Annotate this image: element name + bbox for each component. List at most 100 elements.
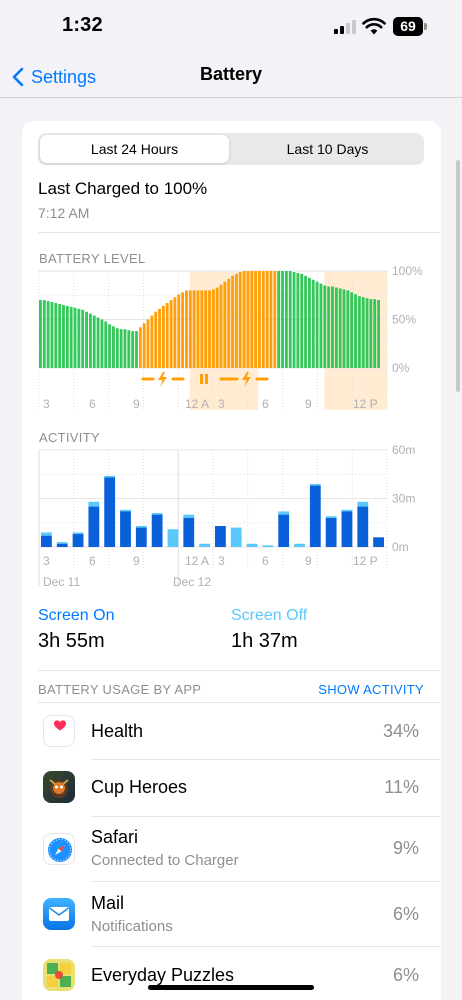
battery-bar bbox=[281, 271, 284, 368]
battery-bar bbox=[69, 306, 73, 368]
y-tick-label: 0% bbox=[392, 361, 410, 375]
battery-bar bbox=[369, 299, 373, 368]
battery-bar bbox=[211, 289, 215, 368]
battery-bar bbox=[284, 271, 288, 368]
app-row-safari[interactable]: Safari Connected to Charger 9% bbox=[22, 817, 441, 881]
battery-bar bbox=[112, 326, 115, 368]
x-tick-label: 9 bbox=[133, 397, 140, 411]
segment-last-10-days[interactable]: Last 10 Days bbox=[286, 141, 369, 157]
app-row-cup-heroes[interactable]: Cup Heroes 11% bbox=[22, 760, 441, 816]
battery-bar bbox=[204, 290, 208, 368]
battery-level-chart: 100% 50% 0% 3 6 9 12 A 3 6 9 12 P bbox=[38, 264, 423, 411]
screen-off-bar bbox=[167, 529, 179, 547]
battery-bar bbox=[307, 277, 311, 368]
last-charged-title: Last Charged to 100% bbox=[38, 179, 208, 198]
battery-bar bbox=[62, 304, 65, 368]
divider bbox=[38, 670, 441, 671]
app-name: Health bbox=[91, 721, 144, 741]
x-tick-label: 9 bbox=[305, 397, 312, 411]
battery-bar bbox=[188, 290, 192, 368]
battery-bar bbox=[131, 331, 135, 368]
battery-bar bbox=[142, 323, 146, 368]
app-percent: 6% bbox=[392, 965, 419, 985]
app-row-mail[interactable]: Mail Notifications 6% bbox=[22, 882, 441, 946]
screen-off-bar bbox=[41, 532, 52, 536]
screen-on-bar bbox=[357, 506, 369, 547]
battery-bar bbox=[181, 292, 185, 368]
segment-last-24-hours[interactable]: Last 24 Hours bbox=[40, 135, 229, 163]
screen-on-bar bbox=[309, 485, 321, 547]
battery-bar bbox=[215, 287, 219, 368]
time-range-segmented-control: Last 24 Hours Last 10 Days bbox=[38, 133, 424, 165]
status-bar: 1:32 69 bbox=[0, 0, 462, 56]
battery-bar bbox=[231, 275, 234, 368]
battery-bar bbox=[161, 305, 165, 368]
divider bbox=[91, 759, 441, 760]
screen-on-bar bbox=[183, 517, 195, 547]
battery-bar bbox=[261, 271, 265, 368]
battery-bar bbox=[100, 319, 104, 368]
screen-off-bar bbox=[246, 543, 258, 547]
battery-bar bbox=[350, 292, 354, 368]
app-row-everyday-puzzles[interactable]: Everyday Puzzles 6% bbox=[22, 947, 441, 1000]
battery-bar bbox=[250, 271, 254, 368]
date-label: Dec 11 bbox=[43, 575, 80, 589]
battery-bar bbox=[46, 301, 50, 368]
home-indicator[interactable] bbox=[148, 985, 314, 990]
battery-status-icon: 69 bbox=[393, 17, 427, 36]
safari-icon bbox=[43, 833, 75, 865]
battery-bar bbox=[238, 271, 242, 368]
scroll-indicator[interactable] bbox=[456, 160, 460, 392]
battery-bar bbox=[311, 279, 315, 368]
battery-bar bbox=[127, 330, 131, 368]
battery-bar bbox=[242, 271, 246, 368]
divider bbox=[38, 232, 441, 233]
screen-on-bar bbox=[151, 514, 163, 547]
screen-off-label: Screen Off bbox=[231, 607, 308, 624]
battery-bar bbox=[58, 303, 62, 368]
screen-on-label: Screen On bbox=[38, 607, 115, 624]
x-tick-label: 12 P bbox=[353, 554, 378, 568]
x-tick-label: 12 P bbox=[353, 397, 378, 411]
back-button[interactable]: Settings bbox=[12, 62, 96, 92]
app-row-health[interactable]: Health 34% bbox=[22, 703, 441, 759]
battery-bar bbox=[292, 271, 296, 368]
battery-bar bbox=[73, 307, 77, 368]
divider bbox=[91, 816, 441, 817]
battery-bar bbox=[357, 296, 361, 368]
battery-usage-header: BATTERY USAGE BY APP bbox=[38, 682, 202, 697]
last-charged-time: 7:12 AM bbox=[38, 205, 90, 221]
battery-bar bbox=[315, 281, 319, 368]
battery-bar bbox=[169, 300, 173, 368]
battery-bar bbox=[165, 303, 169, 368]
x-tick-label: 3 bbox=[43, 397, 50, 411]
screen-off-bar bbox=[262, 545, 274, 547]
cellular-signal-icon bbox=[334, 20, 356, 34]
x-tick-label: 3 bbox=[218, 397, 225, 411]
app-percent: 9% bbox=[392, 838, 419, 858]
battery-bar bbox=[173, 297, 177, 368]
y-tick-label: 100% bbox=[392, 264, 423, 278]
battery-bar bbox=[39, 300, 42, 368]
battery-bar bbox=[104, 321, 108, 368]
battery-bar bbox=[234, 273, 238, 368]
screen-on-bar bbox=[215, 525, 226, 547]
screen-on-bar bbox=[72, 534, 84, 547]
battery-bar bbox=[135, 331, 138, 368]
show-activity-button[interactable]: SHOW ACTIVITY bbox=[318, 682, 424, 697]
battery-bar bbox=[327, 286, 331, 368]
screen-on-bar bbox=[325, 517, 337, 547]
x-tick-label: 3 bbox=[43, 554, 50, 568]
battery-bar bbox=[365, 298, 369, 368]
battery-bar bbox=[192, 290, 196, 368]
screen-off-bar bbox=[278, 511, 290, 515]
screen-off-bar bbox=[294, 543, 305, 547]
battery-bar bbox=[81, 309, 85, 368]
screen-off-bar bbox=[309, 483, 321, 486]
battery-bar bbox=[377, 300, 380, 368]
battery-bar bbox=[77, 308, 81, 368]
screen-on-bar bbox=[278, 514, 290, 547]
battery-bar bbox=[223, 281, 227, 368]
x-tick-label: 9 bbox=[305, 554, 312, 568]
x-tick-label: 6 bbox=[89, 397, 96, 411]
